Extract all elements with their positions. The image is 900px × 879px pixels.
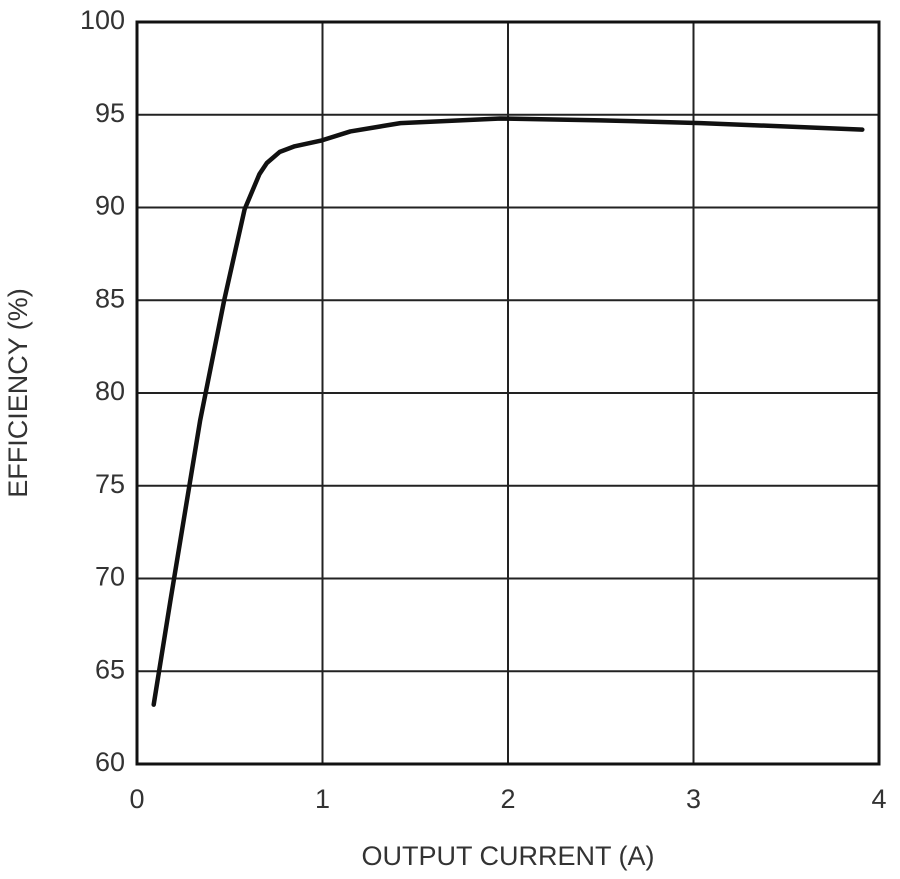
line [151,116,865,707]
y-tick-label: 100 [80,5,125,35]
x-tick-label: 3 [686,784,701,814]
y-tick-label: 85 [95,283,125,313]
x-tick-label: 0 [129,784,144,814]
y-tick-label: 75 [95,469,125,499]
y-tick-label: 80 [95,376,125,406]
plot-frame [135,20,881,766]
x-tick-label: 4 [871,784,886,814]
y-tick-label: 70 [95,562,125,592]
x-axis-label: OUTPUT CURRENT (A) [361,841,654,871]
y-tick-label: 60 [95,747,125,777]
y-axis-label: EFFICIENCY (%) [3,288,33,498]
y-tick-label: 95 [95,98,125,128]
x-tick-label: 1 [315,784,330,814]
x-tick-label: 2 [500,784,515,814]
y-tick-label: 90 [95,191,125,221]
y-tick-label: 65 [95,654,125,684]
